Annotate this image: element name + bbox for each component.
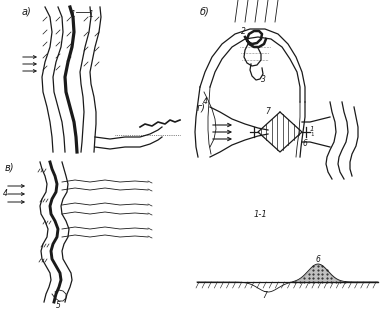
Text: 1: 1 <box>89 10 94 19</box>
Text: 1: 1 <box>310 126 314 132</box>
Text: 7: 7 <box>262 291 267 300</box>
Text: в): в) <box>5 162 15 172</box>
Text: 5: 5 <box>55 301 60 310</box>
Text: 3: 3 <box>261 76 265 85</box>
Text: 6: 6 <box>303 139 308 149</box>
Text: а): а) <box>22 7 32 17</box>
Text: 1: 1 <box>71 10 75 19</box>
Text: 1-1: 1-1 <box>253 210 267 219</box>
Text: 7: 7 <box>265 108 270 116</box>
Text: 6: 6 <box>316 256 320 265</box>
Text: б): б) <box>200 7 210 17</box>
Text: г): г) <box>197 102 206 112</box>
Text: 2: 2 <box>241 27 246 37</box>
Text: 4: 4 <box>3 189 8 198</box>
Text: 1: 1 <box>310 133 314 138</box>
Text: 4: 4 <box>202 97 207 106</box>
